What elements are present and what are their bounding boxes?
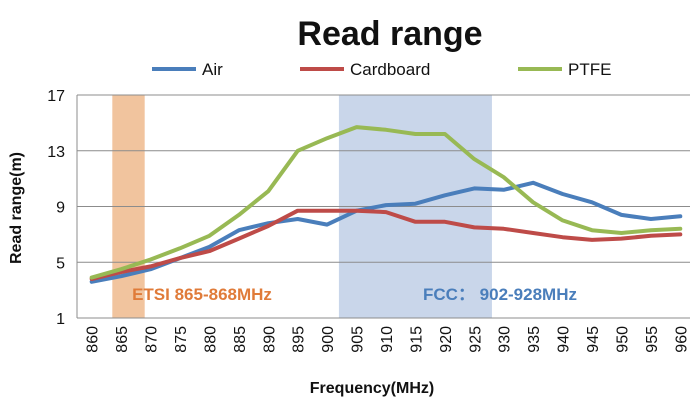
series-line-ptfe — [89, 125, 683, 280]
x-tick-label: 925 — [467, 326, 484, 353]
axes: 1 5 9 13 17 860 865 870 875 880 885 890 895 900 905 910… — [47, 88, 690, 353]
legend-item-air: Air — [152, 60, 223, 79]
legend-label-ptfe: PTFE — [568, 60, 611, 79]
data-series — [89, 125, 683, 284]
x-tick-label: 905 — [350, 326, 367, 353]
x-tick-label: 860 — [85, 326, 102, 353]
x-tick-label: 880 — [202, 326, 219, 353]
x-tick-label: 945 — [585, 326, 602, 353]
series-line-cardboard — [89, 208, 683, 281]
x-tick-label: 870 — [144, 326, 161, 353]
x-tick-label: 940 — [556, 326, 573, 353]
legend-item-cardboard: Cardboard — [300, 60, 430, 79]
x-tick-label: 900 — [320, 326, 337, 353]
legend-item-ptfe: PTFE — [518, 60, 611, 79]
x-axis-title: Frequency(MHz) — [310, 380, 434, 397]
y-tick-label: 17 — [47, 88, 65, 105]
x-tick-label: 865 — [114, 326, 131, 353]
x-tick-label: 935 — [526, 326, 543, 353]
legend-label-cardboard: Cardboard — [350, 60, 430, 79]
x-tick-label: 890 — [261, 326, 278, 353]
band-label-0: ETSI 865-868MHz — [132, 285, 272, 304]
legend: Air Cardboard PTFE — [152, 60, 611, 79]
x-tick-label: 930 — [497, 326, 514, 353]
x-tick-label: 960 — [673, 326, 690, 353]
x-tick-label: 875 — [173, 326, 190, 353]
x-tick-label: 950 — [614, 326, 631, 353]
x-tick-label: 895 — [291, 326, 308, 353]
y-axis-title: Read range(m) — [8, 152, 25, 264]
x-tick-label: 885 — [232, 326, 249, 353]
x-tick-label: 955 — [644, 326, 661, 353]
y-tick-label: 5 — [56, 255, 65, 272]
x-tick-label: 920 — [438, 326, 455, 353]
chart-title: Read range — [297, 15, 482, 53]
x-tick-label: 910 — [379, 326, 396, 353]
y-tick-label: 9 — [56, 200, 65, 217]
y-tick-label: 13 — [47, 144, 65, 161]
band-label-1: FCC： 902-928MHz — [423, 285, 577, 304]
x-tick-label: 915 — [408, 326, 425, 353]
y-tick-label: 1 — [56, 311, 65, 328]
legend-label-air: Air — [202, 60, 223, 79]
